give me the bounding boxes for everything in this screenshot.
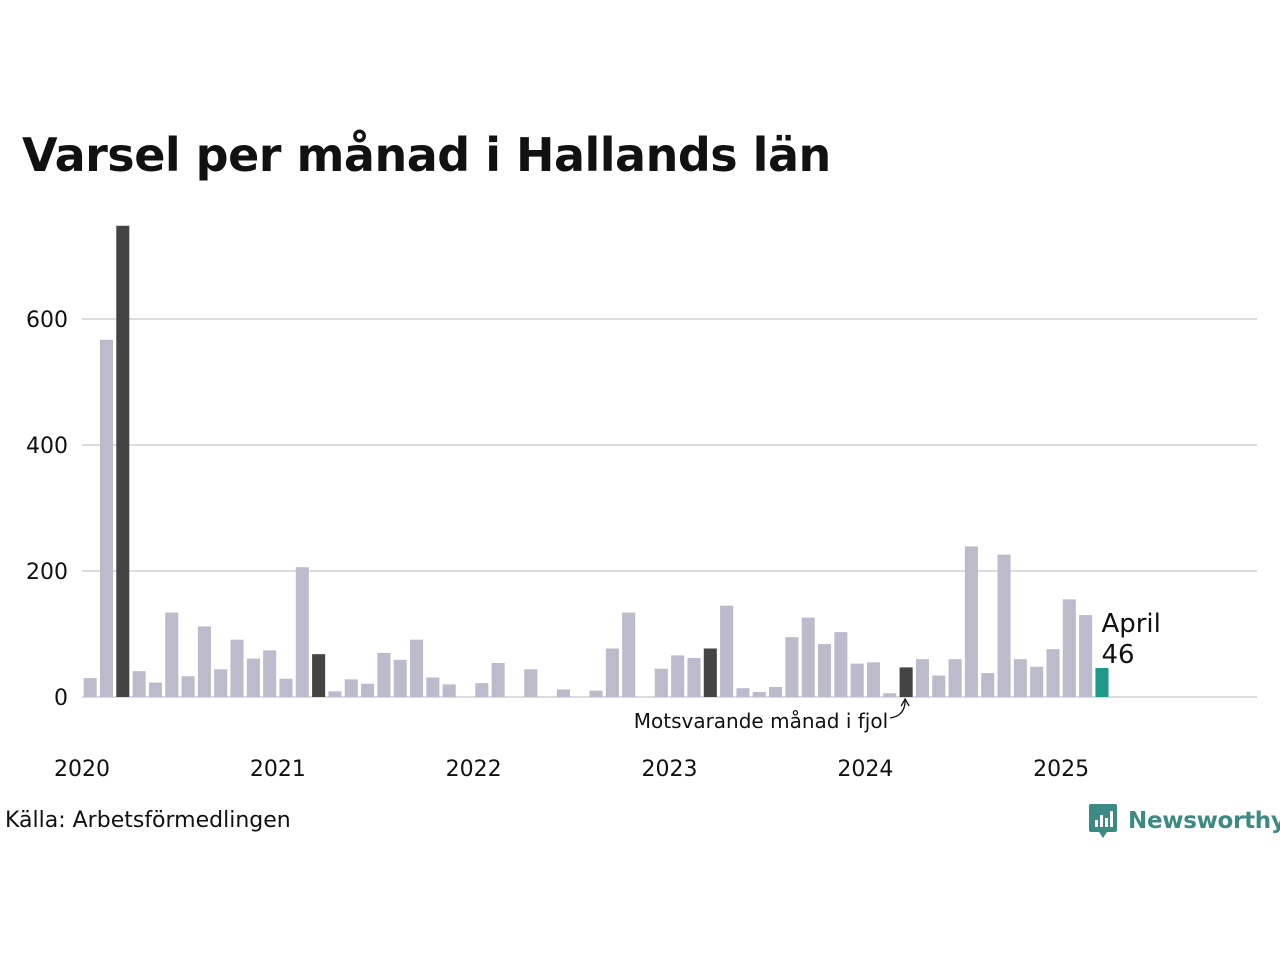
bar bbox=[181, 676, 195, 697]
y-tick-label: 600 bbox=[26, 308, 68, 333]
bar bbox=[1095, 668, 1109, 697]
current-month-label: April bbox=[1101, 609, 1160, 639]
bar bbox=[377, 652, 391, 697]
bar bbox=[361, 683, 375, 697]
bar bbox=[1062, 599, 1076, 697]
bar bbox=[964, 546, 978, 697]
bar bbox=[165, 612, 179, 697]
bar bbox=[703, 648, 717, 697]
y-axis-ticks: 0 200 400 600 bbox=[26, 308, 68, 711]
bar bbox=[83, 678, 97, 697]
y-tick-label: 200 bbox=[26, 560, 68, 585]
bar bbox=[752, 691, 766, 697]
bars bbox=[83, 225, 1109, 697]
bar bbox=[671, 655, 685, 697]
bar bbox=[834, 632, 848, 697]
y-tick-label: 0 bbox=[54, 686, 68, 711]
brand-name: Newsworthy bbox=[1128, 808, 1280, 834]
x-tick-label: 2021 bbox=[250, 757, 306, 782]
x-axis-ticks: 2020 2021 2022 2023 2024 2025 bbox=[54, 757, 1089, 782]
bar bbox=[214, 669, 228, 697]
newsworthy-logo-icon bbox=[1089, 804, 1117, 838]
bar bbox=[197, 626, 211, 697]
bar bbox=[605, 648, 619, 697]
x-tick-label: 2024 bbox=[837, 757, 893, 782]
current-value-label: 46 bbox=[1101, 640, 1134, 670]
x-tick-label: 2022 bbox=[446, 757, 502, 782]
bar bbox=[148, 682, 162, 697]
brand-logo: Newsworthy bbox=[1088, 803, 1280, 839]
bar bbox=[393, 659, 407, 697]
x-tick-label: 2023 bbox=[642, 757, 698, 782]
bar bbox=[866, 662, 881, 697]
bar bbox=[1079, 615, 1093, 697]
x-tick-label: 2020 bbox=[54, 757, 110, 782]
bar bbox=[981, 673, 995, 697]
bar bbox=[687, 657, 701, 697]
x-tick-label: 2025 bbox=[1033, 757, 1089, 782]
bar bbox=[654, 668, 668, 697]
bar bbox=[132, 671, 146, 697]
bar bbox=[263, 650, 277, 697]
bar bbox=[116, 225, 130, 697]
bar bbox=[589, 690, 603, 697]
bar bbox=[312, 654, 326, 697]
bar bbox=[883, 693, 897, 697]
bar bbox=[720, 605, 734, 697]
bar bbox=[899, 667, 913, 697]
bar bbox=[932, 675, 946, 697]
bar bbox=[344, 679, 358, 697]
bar bbox=[524, 669, 538, 697]
bar bbox=[1030, 666, 1044, 697]
bar bbox=[556, 689, 570, 697]
grid-lines bbox=[82, 318, 1257, 698]
bar bbox=[426, 677, 440, 697]
bar bbox=[997, 554, 1011, 697]
annotation-arrowhead bbox=[900, 697, 910, 707]
bar bbox=[818, 644, 832, 697]
bar bbox=[491, 662, 505, 697]
bar bbox=[850, 663, 864, 697]
bar bbox=[99, 339, 114, 697]
bar bbox=[328, 691, 342, 697]
bar bbox=[785, 637, 799, 697]
bar bbox=[736, 688, 750, 697]
annotation-text: Motsvarande månad i fjol bbox=[634, 709, 888, 733]
y-tick-label: 400 bbox=[26, 434, 68, 459]
bar bbox=[279, 678, 293, 697]
chart-title: Varsel per månad i Hallands län bbox=[22, 128, 831, 182]
bar bbox=[1046, 649, 1060, 697]
bar bbox=[948, 659, 962, 697]
bar bbox=[295, 567, 309, 697]
annotation-arrow bbox=[890, 699, 906, 719]
bar bbox=[622, 612, 636, 697]
bar bbox=[410, 639, 424, 697]
bar bbox=[801, 617, 815, 697]
bar bbox=[442, 684, 456, 697]
bar bbox=[230, 639, 244, 697]
bar bbox=[475, 683, 489, 697]
source-note: Källa: Arbetsförmedlingen bbox=[5, 808, 291, 833]
bar bbox=[1013, 659, 1027, 697]
bar bbox=[915, 659, 929, 697]
bar bbox=[246, 658, 260, 697]
bar bbox=[769, 686, 783, 697]
